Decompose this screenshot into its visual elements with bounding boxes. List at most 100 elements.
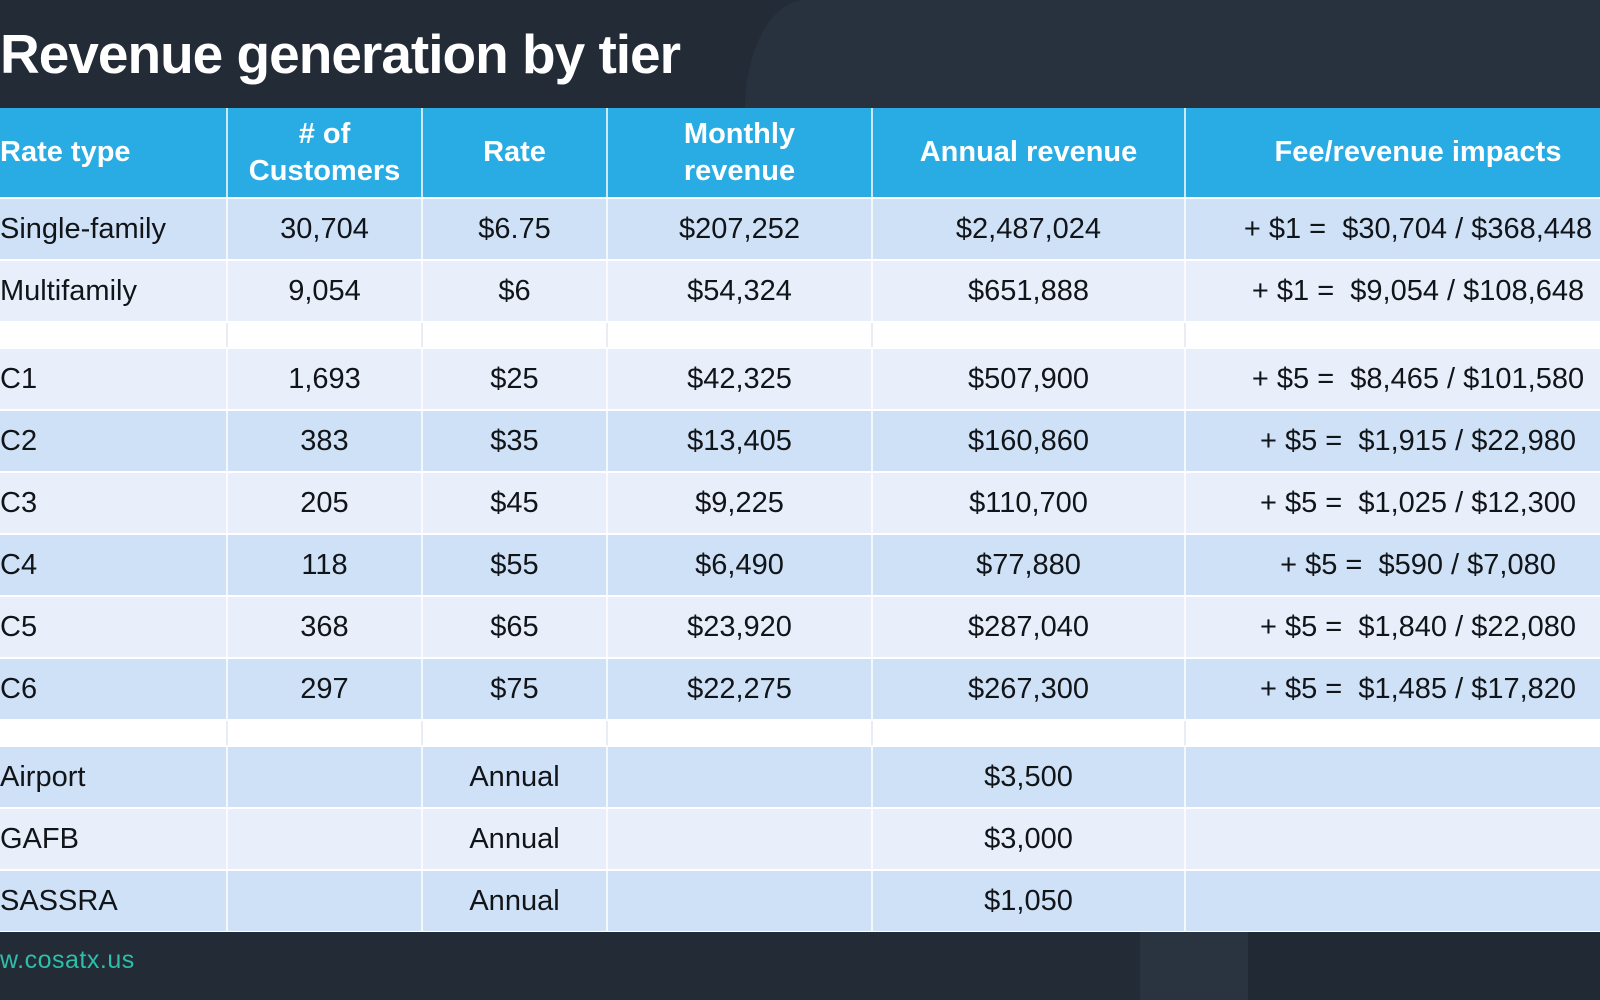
cell-annual: $1,050 — [872, 870, 1186, 933]
cell-monthly: $42,325 — [607, 348, 873, 411]
cell-customers: 30,704 — [227, 198, 423, 261]
cell-rate_type: C6 — [0, 658, 228, 721]
cell-rate: $6.75 — [422, 198, 608, 261]
table-row-airport: Airport Annual $3,500 — [0, 746, 1600, 809]
spacer-cell — [607, 720, 873, 747]
cell-annual: $3,000 — [872, 808, 1186, 871]
cell-impacts: + $1 = $30,704 / $368,448 — [1185, 198, 1600, 261]
cell-impacts — [1185, 808, 1600, 871]
cell-monthly — [607, 808, 873, 871]
cell-rate: $6 — [422, 260, 608, 323]
cell-customers: 383 — [227, 410, 423, 473]
cell-impacts: + $1 = $9,054 / $108,648 — [1185, 260, 1600, 323]
cell-annual: $3,500 — [872, 746, 1186, 809]
cell-rate: Annual — [422, 746, 608, 809]
column-header-impacts: Fee/revenue impacts — [1185, 108, 1600, 199]
cell-monthly: $23,920 — [607, 596, 873, 659]
spacer-cell — [0, 322, 228, 349]
cell-rate: $25 — [422, 348, 608, 411]
spacer-row — [0, 322, 1600, 349]
footer-decoration-right — [1248, 932, 1600, 1000]
table-row-single-family: Single-family 30,704 $6.75 $207,252 $2,487,0… — [0, 198, 1600, 261]
column-header-customers: # of Customers — [227, 108, 423, 199]
cell-rate_type: C5 — [0, 596, 228, 659]
cell-rate: $55 — [422, 534, 608, 597]
cell-impacts: + $5 = $1,485 / $17,820 — [1185, 658, 1600, 721]
header-row: Rate type # of Customers Rate Monthly reven… — [0, 108, 1600, 199]
cell-customers — [227, 870, 423, 933]
table-row-multifamily: Multifamily 9,054 $6 $54,324 $651,888 + $1 = … — [0, 260, 1600, 323]
cell-rate: Annual — [422, 808, 608, 871]
spacer-cell — [227, 322, 423, 349]
cell-annual: $287,040 — [872, 596, 1186, 659]
table-row-c1: C1 1,693 $25 $42,325 $507,900 + $5 = $8,465 /… — [0, 348, 1600, 411]
cell-rate: Annual — [422, 870, 608, 933]
cell-monthly — [607, 870, 873, 933]
table-row-c5: C5 368 $65 $23,920 $287,040 + $5 = $1,840 / $… — [0, 596, 1600, 659]
cell-impacts: + $5 = $8,465 / $101,580 — [1185, 348, 1600, 411]
cell-impacts: + $5 = $1,840 / $22,080 — [1185, 596, 1600, 659]
cell-customers: 1,693 — [227, 348, 423, 411]
cell-rate_type: Multifamily — [0, 260, 228, 323]
cell-monthly: $13,405 — [607, 410, 873, 473]
column-header-rate_type: Rate type — [0, 108, 228, 199]
spacer-row — [0, 720, 1600, 747]
cell-rate_type: C1 — [0, 348, 228, 411]
table-row-c2: C2 383 $35 $13,405 $160,860 + $5 = $1,915 / $… — [0, 410, 1600, 473]
spacer-cell — [1185, 720, 1600, 747]
cell-rate_type: Airport — [0, 746, 228, 809]
cell-annual: $651,888 — [872, 260, 1186, 323]
spacer-cell — [422, 322, 608, 349]
cell-impacts: + $5 = $1,915 / $22,980 — [1185, 410, 1600, 473]
footer-decoration-patch — [1140, 932, 1248, 1000]
website-link[interactable]: w.cosatx.us — [0, 946, 135, 974]
cell-impacts — [1185, 746, 1600, 809]
slide-title: Revenue generation by tier — [0, 23, 681, 85]
column-header-rate: Rate — [422, 108, 608, 199]
revenue-table: Rate type # of Customers Rate Monthly reven… — [0, 108, 1600, 933]
cell-monthly: $22,275 — [607, 658, 873, 721]
cell-rate: $65 — [422, 596, 608, 659]
column-header-annual: Annual revenue — [872, 108, 1186, 199]
cell-annual: $2,487,024 — [872, 198, 1186, 261]
spacer-cell — [1185, 322, 1600, 349]
cell-rate_type: C4 — [0, 534, 228, 597]
cell-customers: 118 — [227, 534, 423, 597]
cell-customers: 205 — [227, 472, 423, 535]
spacer-cell — [0, 720, 228, 747]
table-row-sassra: SASSRA Annual $1,050 — [0, 870, 1600, 933]
cell-impacts: + $5 = $590 / $7,080 — [1185, 534, 1600, 597]
table-row-c3: C3 205 $45 $9,225 $110,700 + $5 = $1,025 / $1… — [0, 472, 1600, 535]
spacer-cell — [422, 720, 608, 747]
slide-title-bar: Revenue generation by tier — [0, 0, 1600, 108]
spacer-cell — [227, 720, 423, 747]
cell-monthly: $207,252 — [607, 198, 873, 261]
spacer-cell — [607, 322, 873, 349]
cell-rate_type: GAFB — [0, 808, 228, 871]
cell-customers: 9,054 — [227, 260, 423, 323]
cell-impacts — [1185, 870, 1600, 933]
cell-customers — [227, 746, 423, 809]
cell-rate_type: Single-family — [0, 198, 228, 261]
cell-rate: $45 — [422, 472, 608, 535]
cell-rate: $35 — [422, 410, 608, 473]
table-body: Single-family 30,704 $6.75 $207,252 $2,487,0… — [0, 198, 1600, 933]
table-row-c6: C6 297 $75 $22,275 $267,300 + $5 = $1,485 / $… — [0, 658, 1600, 721]
cell-customers: 297 — [227, 658, 423, 721]
cell-monthly: $54,324 — [607, 260, 873, 323]
background-arc-decoration — [745, 0, 1600, 108]
spacer-cell — [872, 322, 1186, 349]
cell-monthly — [607, 746, 873, 809]
cell-impacts: + $5 = $1,025 / $12,300 — [1185, 472, 1600, 535]
table-row-gafb: GAFB Annual $3,000 — [0, 808, 1600, 871]
cell-rate_type: C2 — [0, 410, 228, 473]
cell-rate_type: SASSRA — [0, 870, 228, 933]
cell-annual: $507,900 — [872, 348, 1186, 411]
table-header: Rate type # of Customers Rate Monthly reven… — [0, 108, 1600, 199]
cell-monthly: $6,490 — [607, 534, 873, 597]
spacer-cell — [872, 720, 1186, 747]
table-row-c4: C4 118 $55 $6,490 $77,880 + $5 = $590 / $7,08… — [0, 534, 1600, 597]
cell-annual: $160,860 — [872, 410, 1186, 473]
cell-customers: 368 — [227, 596, 423, 659]
cell-annual: $267,300 — [872, 658, 1186, 721]
